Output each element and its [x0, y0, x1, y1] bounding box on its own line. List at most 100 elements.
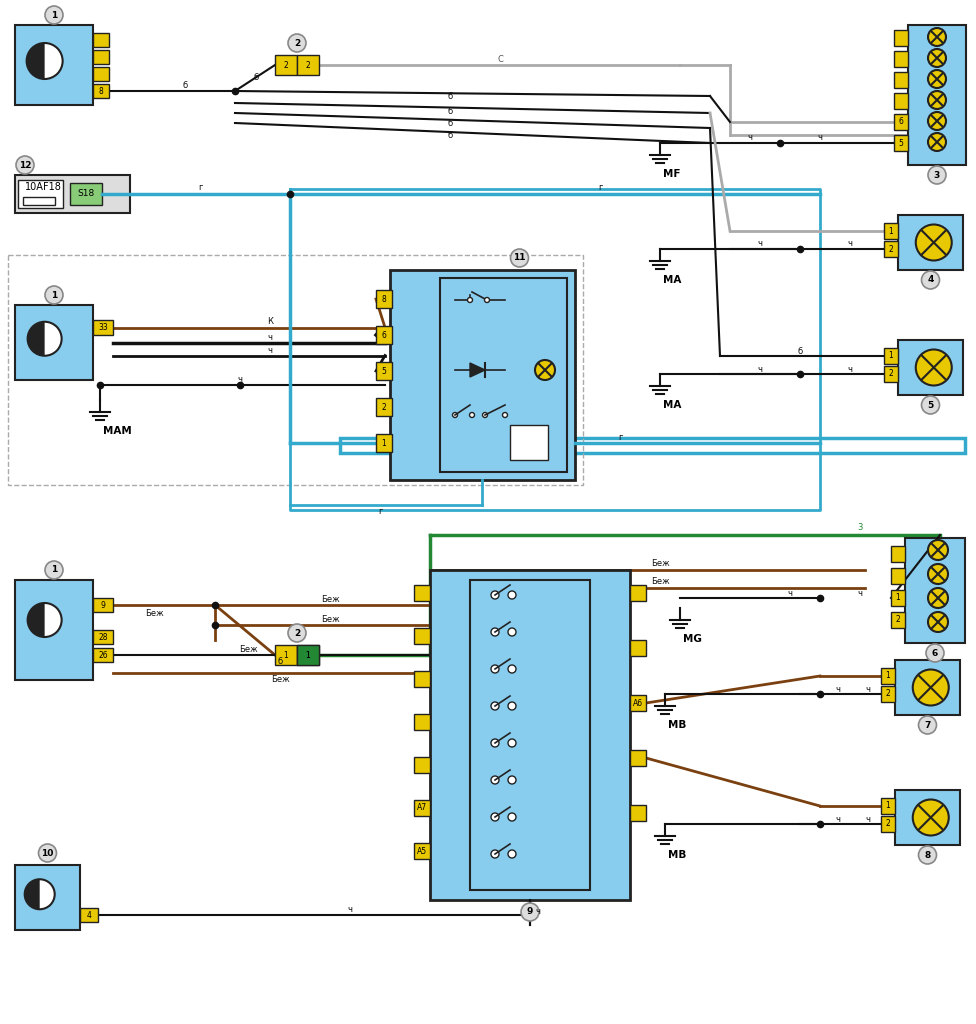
Circle shape — [915, 224, 952, 260]
Circle shape — [491, 850, 499, 858]
Bar — [93, 648, 113, 662]
Text: A6: A6 — [633, 698, 643, 708]
Bar — [15, 865, 80, 930]
Bar — [895, 660, 960, 715]
Text: Беж: Беж — [145, 608, 164, 617]
Text: ч: ч — [788, 589, 793, 597]
Bar — [881, 798, 895, 814]
Text: 2: 2 — [305, 60, 310, 70]
Bar — [414, 757, 430, 773]
Circle shape — [535, 360, 555, 380]
Polygon shape — [27, 322, 45, 355]
Text: ч: ч — [866, 684, 871, 693]
Bar — [898, 215, 963, 270]
Text: MF: MF — [663, 169, 680, 179]
Bar — [93, 319, 113, 335]
Circle shape — [491, 813, 499, 821]
Text: 10A: 10A — [25, 182, 44, 193]
Bar — [630, 695, 646, 711]
Text: б: б — [183, 82, 187, 90]
Text: ч: ч — [237, 376, 242, 384]
Text: 5: 5 — [927, 400, 934, 410]
Text: Беж: Беж — [321, 614, 340, 624]
Text: 28: 28 — [99, 633, 107, 641]
Bar — [297, 645, 319, 665]
Text: 8: 8 — [99, 86, 103, 95]
Circle shape — [928, 70, 946, 88]
Circle shape — [928, 49, 946, 67]
Circle shape — [491, 665, 499, 673]
Text: 1: 1 — [284, 650, 288, 659]
Bar — [275, 55, 297, 75]
Circle shape — [921, 396, 940, 414]
Text: 2: 2 — [284, 60, 288, 70]
Circle shape — [508, 665, 516, 673]
Circle shape — [928, 133, 946, 151]
Circle shape — [508, 850, 516, 858]
Bar — [93, 84, 109, 98]
Text: ч: ч — [847, 365, 852, 374]
Bar — [376, 398, 392, 416]
Bar — [8, 255, 583, 485]
Bar — [15, 175, 130, 213]
Circle shape — [928, 612, 948, 632]
Text: 2: 2 — [896, 615, 901, 625]
Circle shape — [508, 591, 516, 599]
Text: MG: MG — [683, 634, 702, 644]
Circle shape — [915, 349, 952, 385]
Circle shape — [928, 28, 946, 46]
Circle shape — [921, 271, 940, 289]
Bar — [15, 25, 93, 105]
Circle shape — [24, 880, 55, 909]
Circle shape — [928, 540, 948, 560]
Bar — [414, 843, 430, 859]
Circle shape — [491, 591, 499, 599]
Text: ч: ч — [536, 907, 541, 916]
Circle shape — [484, 298, 490, 302]
Bar — [93, 598, 113, 612]
Bar — [884, 223, 898, 239]
Circle shape — [918, 716, 937, 734]
Bar — [881, 668, 895, 684]
Bar — [894, 72, 908, 88]
Text: б: б — [254, 73, 259, 82]
Text: 1: 1 — [885, 672, 890, 681]
Text: 9: 9 — [101, 600, 105, 609]
Text: 6: 6 — [899, 118, 904, 127]
Text: 2: 2 — [885, 689, 890, 698]
Bar — [891, 546, 905, 562]
Circle shape — [482, 413, 487, 418]
Bar — [93, 630, 113, 644]
Bar — [297, 55, 319, 75]
Circle shape — [508, 702, 516, 710]
Text: 8: 8 — [924, 851, 931, 859]
Bar — [891, 568, 905, 584]
Bar — [908, 25, 966, 165]
Text: 8: 8 — [382, 295, 386, 303]
Circle shape — [508, 813, 516, 821]
Circle shape — [913, 800, 949, 836]
Text: г: г — [378, 507, 383, 515]
Circle shape — [521, 903, 539, 921]
Bar — [80, 908, 98, 922]
Text: б: б — [447, 131, 453, 140]
Circle shape — [510, 249, 528, 267]
Polygon shape — [27, 603, 45, 637]
Text: A7: A7 — [417, 804, 427, 812]
Text: 1: 1 — [885, 802, 890, 811]
Text: МА: МА — [663, 275, 681, 285]
Circle shape — [45, 286, 63, 304]
Circle shape — [928, 166, 946, 184]
Text: МВ: МВ — [668, 850, 686, 860]
Bar — [470, 580, 590, 890]
Circle shape — [928, 588, 948, 608]
Bar — [275, 645, 297, 665]
Bar — [15, 580, 93, 680]
Bar — [430, 570, 630, 900]
Circle shape — [508, 739, 516, 746]
Text: б: б — [447, 119, 453, 128]
Text: 1: 1 — [51, 565, 58, 574]
Text: 2: 2 — [885, 819, 890, 828]
Circle shape — [468, 298, 472, 302]
Bar — [390, 270, 575, 480]
